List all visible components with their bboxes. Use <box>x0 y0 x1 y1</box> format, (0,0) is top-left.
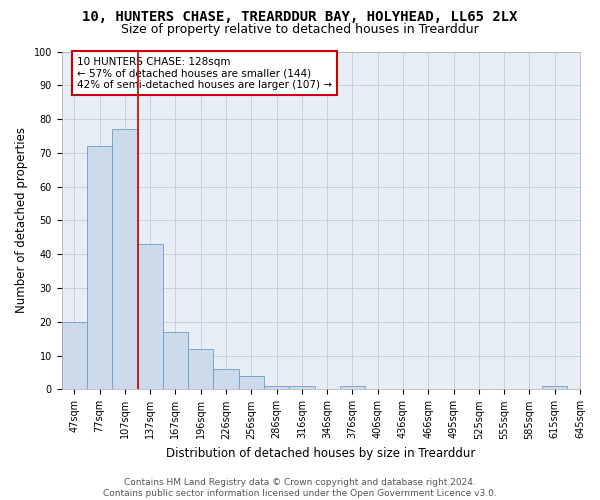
Text: 10 HUNTERS CHASE: 128sqm
← 57% of detached houses are smaller (144)
42% of semi-: 10 HUNTERS CHASE: 128sqm ← 57% of detach… <box>77 56 332 90</box>
Bar <box>542 386 568 390</box>
Bar <box>87 146 112 390</box>
Y-axis label: Number of detached properties: Number of detached properties <box>15 128 28 314</box>
Text: Size of property relative to detached houses in Trearddur: Size of property relative to detached ho… <box>121 22 479 36</box>
Bar <box>289 386 314 390</box>
Text: Contains HM Land Registry data © Crown copyright and database right 2024.
Contai: Contains HM Land Registry data © Crown c… <box>103 478 497 498</box>
Bar <box>340 386 365 390</box>
Bar <box>112 129 137 390</box>
Bar <box>163 332 188 390</box>
Bar <box>137 244 163 390</box>
Bar <box>188 349 214 390</box>
Text: 10, HUNTERS CHASE, TREARDDUR BAY, HOLYHEAD, LL65 2LX: 10, HUNTERS CHASE, TREARDDUR BAY, HOLYHE… <box>82 10 518 24</box>
X-axis label: Distribution of detached houses by size in Trearddur: Distribution of detached houses by size … <box>166 447 476 460</box>
Bar <box>62 322 87 390</box>
Bar <box>239 376 264 390</box>
Bar <box>264 386 289 390</box>
Bar <box>214 369 239 390</box>
